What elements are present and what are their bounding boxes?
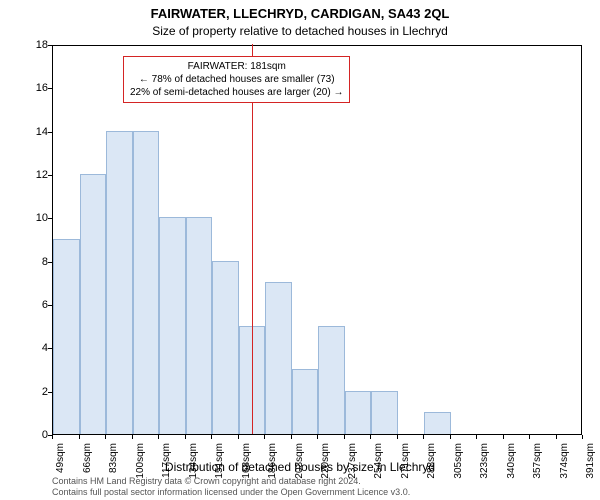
- x-tick-mark: [503, 435, 504, 439]
- histogram-bar: [80, 174, 107, 434]
- x-tick-mark: [79, 435, 80, 439]
- x-tick-mark: [132, 435, 133, 439]
- y-tick-label: 8: [28, 256, 48, 268]
- x-tick-mark: [185, 435, 186, 439]
- y-tick-mark: [48, 88, 52, 89]
- annotation-box: FAIRWATER: 181sqm← 78% of detached house…: [123, 56, 350, 103]
- y-tick-mark: [48, 132, 52, 133]
- footer-line1: Contains HM Land Registry data © Crown c…: [52, 476, 410, 487]
- y-tick-label: 16: [28, 82, 48, 94]
- y-tick-mark: [48, 175, 52, 176]
- y-tick-label: 6: [28, 299, 48, 311]
- y-tick-label: 2: [28, 386, 48, 398]
- x-tick-mark: [476, 435, 477, 439]
- histogram-bar: [424, 412, 451, 434]
- x-tick-mark: [370, 435, 371, 439]
- y-tick-mark: [48, 45, 52, 46]
- chart-title-subtitle: Size of property relative to detached ho…: [0, 24, 600, 38]
- x-tick-mark: [344, 435, 345, 439]
- x-tick-mark: [423, 435, 424, 439]
- y-tick-label: 10: [28, 212, 48, 224]
- histogram-bar: [371, 391, 398, 434]
- x-tick-mark: [397, 435, 398, 439]
- y-tick-mark: [48, 218, 52, 219]
- x-tick-mark: [158, 435, 159, 439]
- x-tick-mark: [238, 435, 239, 439]
- x-axis-label: Distribution of detached houses by size …: [0, 460, 600, 474]
- histogram-chart: FAIRWATER, LLECHRYD, CARDIGAN, SA43 2QL …: [0, 0, 600, 500]
- x-tick-mark: [556, 435, 557, 439]
- plot-area: FAIRWATER: 181sqm← 78% of detached house…: [52, 45, 582, 435]
- x-tick-mark: [529, 435, 530, 439]
- y-tick-label: 12: [28, 169, 48, 181]
- x-tick-mark: [264, 435, 265, 439]
- footer-attribution: Contains HM Land Registry data © Crown c…: [52, 476, 410, 498]
- histogram-bar: [212, 261, 239, 434]
- annotation-line: FAIRWATER: 181sqm: [130, 60, 343, 73]
- histogram-bar: [186, 217, 213, 434]
- x-tick-mark: [105, 435, 106, 439]
- y-tick-label: 18: [28, 39, 48, 51]
- histogram-bar: [53, 239, 80, 434]
- histogram-bar: [345, 391, 372, 434]
- annotation-line: ← 78% of detached houses are smaller (73…: [130, 73, 343, 86]
- chart-title-address: FAIRWATER, LLECHRYD, CARDIGAN, SA43 2QL: [0, 6, 600, 21]
- x-tick-mark: [582, 435, 583, 439]
- y-tick-mark: [48, 348, 52, 349]
- y-tick-mark: [48, 262, 52, 263]
- footer-line2: Contains full postal sector information …: [52, 487, 410, 498]
- annotation-line: 22% of semi-detached houses are larger (…: [130, 86, 343, 99]
- histogram-bar: [265, 282, 292, 434]
- x-tick-mark: [450, 435, 451, 439]
- histogram-bar: [292, 369, 319, 434]
- y-tick-label: 4: [28, 342, 48, 354]
- histogram-bar: [133, 131, 160, 434]
- x-tick-mark: [211, 435, 212, 439]
- y-tick-label: 14: [28, 126, 48, 138]
- histogram-bar: [106, 131, 133, 434]
- y-tick-mark: [48, 392, 52, 393]
- histogram-bar: [318, 326, 345, 434]
- x-tick-mark: [52, 435, 53, 439]
- histogram-bar: [159, 217, 186, 434]
- y-tick-label: 0: [28, 429, 48, 441]
- y-tick-mark: [48, 305, 52, 306]
- x-tick-mark: [291, 435, 292, 439]
- x-tick-mark: [317, 435, 318, 439]
